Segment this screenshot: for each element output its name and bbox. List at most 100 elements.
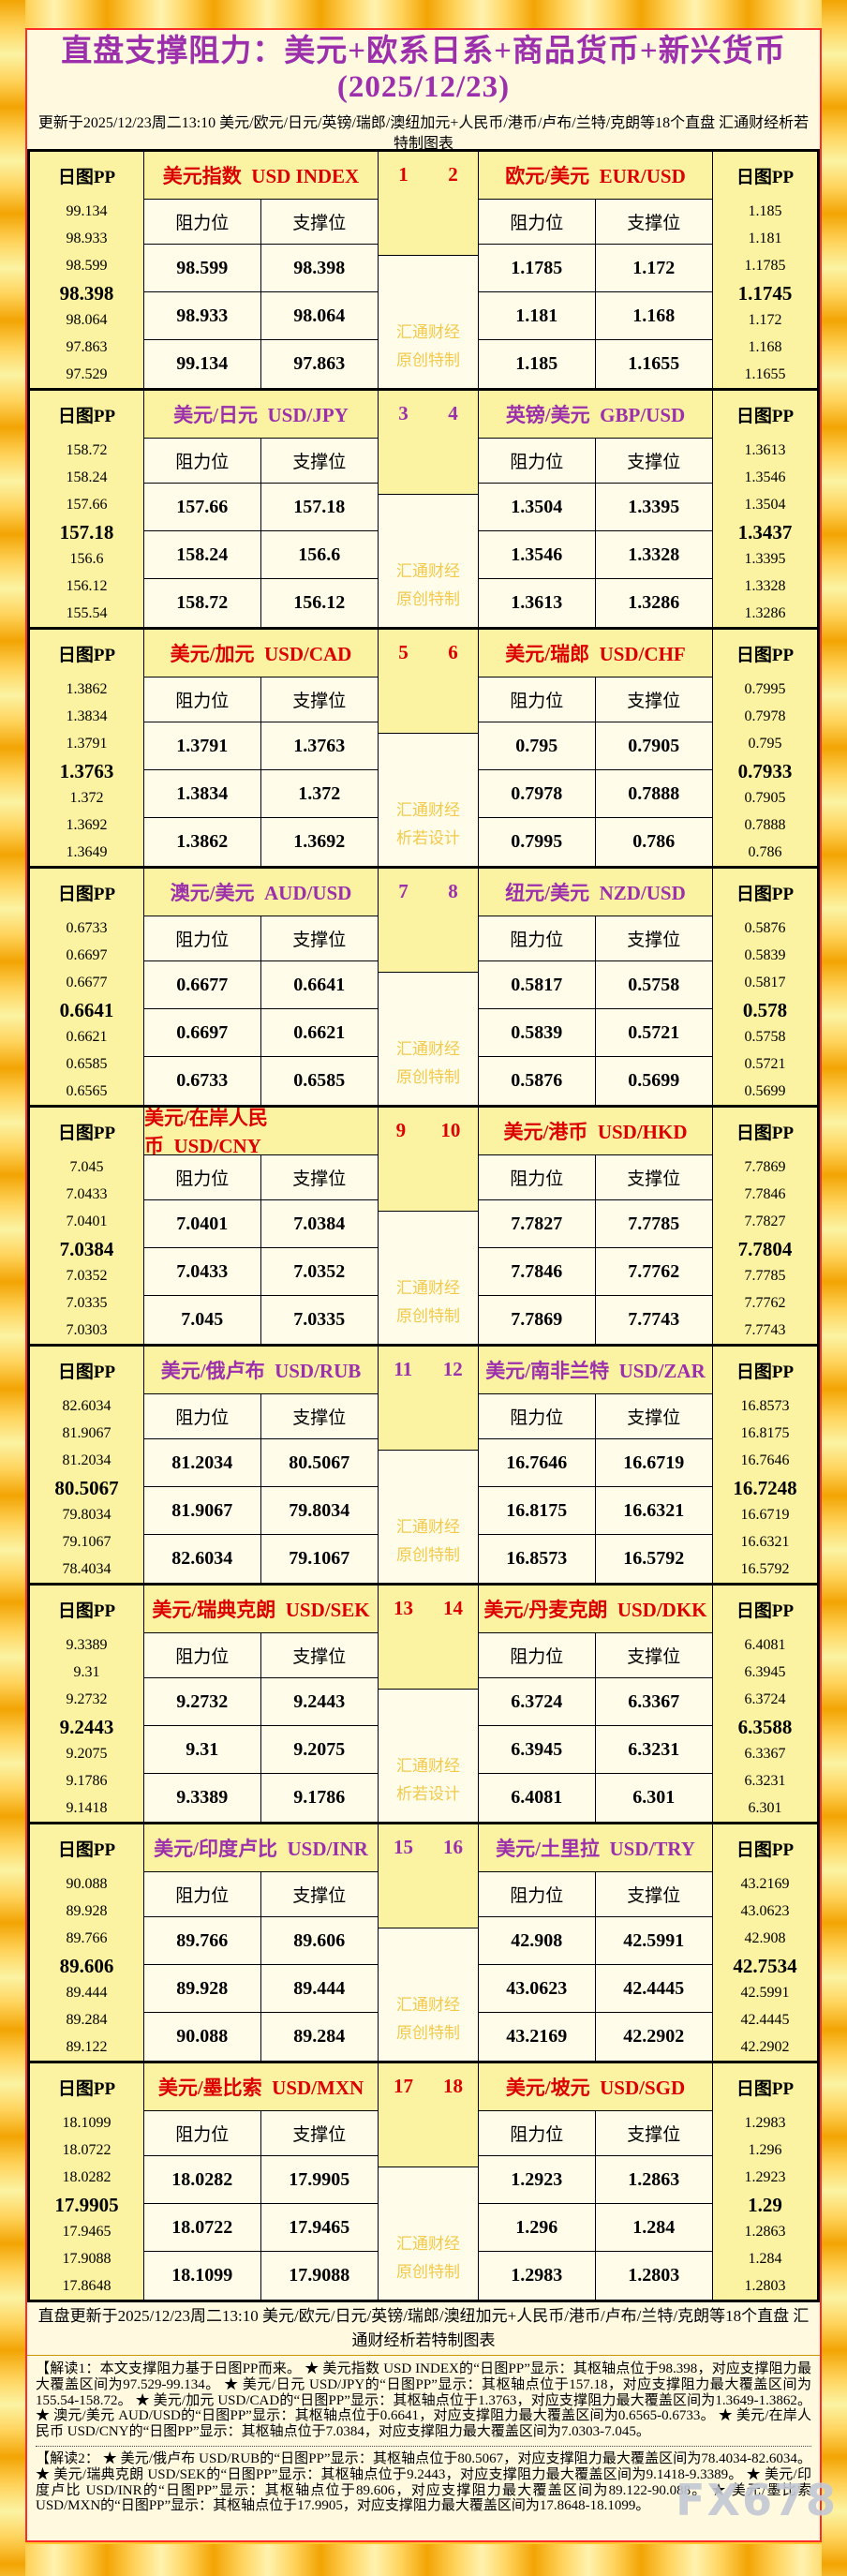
pair-section-usd-dkk: 美元/丹麦克朗 USD/DKK 阻力位 支撑位 6.3724 6.3367 6.3… (479, 1586, 713, 1822)
support-header: 支撑位 (260, 1394, 378, 1439)
pp-value: 43.0623 (740, 1903, 790, 1920)
pp-value: 157.66 (66, 497, 108, 514)
huitong-watermark: 汇通财经 原创特制 (396, 323, 460, 369)
pair-section-usd-try: 美元/土里拉 USD/TRY 阻力位 支撑位 42.908 42.5991 43.… (479, 1824, 713, 2061)
support-value: 7.7785 (595, 1200, 712, 1248)
pair-name: 欧元/美元 EUR/USD (479, 152, 712, 200)
resistance-value: 6.3724 (479, 1678, 596, 1726)
support-value: 1.284 (595, 2204, 712, 2252)
center-column: 9 10 汇通财经 原创特制 (379, 1108, 479, 1344)
pair-numbers: 15 16 (379, 1824, 478, 1928)
support-header: 支撑位 (595, 1872, 712, 1917)
pp-pivot-value: 42.7534 (733, 1954, 797, 1977)
pp-value: 7.0335 (66, 1294, 108, 1311)
panel-header: 直盘支撑阻力：美元+欧系日系+商品货币+新兴货币(2025/12/23) 更新于… (27, 30, 820, 152)
support-value: 89.444 (260, 1965, 378, 2013)
support-header: 支撑位 (595, 1155, 712, 1200)
resistance-value: 0.5839 (479, 1009, 596, 1057)
pp-column-right: 日图PP 43.2169 43.0623 42.908 42.7534 42.5991 4… (713, 1824, 817, 2061)
pair-number-left: 5 (398, 641, 409, 663)
pp-value: 81.2034 (62, 1452, 111, 1469)
pp-value: 16.8175 (740, 1425, 790, 1442)
pair-block-usd-cad: 日图PP 1.3862 1.3834 1.3791 1.3763 1.372 1.3692… (30, 630, 817, 869)
support-value: 16.5792 (623, 1548, 685, 1569)
support-value: 0.7888 (595, 770, 712, 818)
resistance-value: 157.66 (144, 484, 261, 531)
resistance-value: 0.6677 (144, 961, 261, 1009)
pp-header-label: 日图PP (736, 1839, 795, 1860)
note-paragraph-1: 【解读1：本文支撑阻力基于日图PP而来。 ★ 美元指数 USD INDEX的“日… (36, 2361, 811, 2440)
pp-value: 1.296 (748, 2142, 782, 2159)
pp-value: 1.284 (748, 2250, 782, 2267)
pp-pivot-value: 89.606 (59, 1954, 114, 1977)
pp-header-label: 日图PP (736, 884, 795, 904)
pp-value: 78.4034 (62, 1560, 111, 1577)
center-column: 3 4 汇通财经 原创特制 (379, 391, 479, 627)
support-value: 9.2443 (260, 1678, 378, 1726)
resistance-value: 1.3862 (144, 818, 261, 866)
support-value: 9.1786 (293, 1787, 346, 1808)
pp-value: 16.7646 (740, 1452, 790, 1469)
pp-value: 17.9465 (62, 2223, 111, 2240)
resistance-value: 7.0433 (144, 1248, 261, 1296)
pair-numbers: 5 6 (379, 630, 478, 734)
support-value: 89.284 (293, 2026, 346, 2047)
pp-value: 0.7888 (744, 816, 786, 833)
pp-value: 0.6621 (66, 1028, 108, 1045)
pp-value: 1.185 (748, 203, 782, 220)
resistance-value: 158.24 (144, 531, 261, 579)
resistance-value: 18.0722 (144, 2204, 261, 2252)
resistance-header: 阻力位 (479, 1394, 596, 1439)
gold-frame-right (822, 0, 847, 2576)
pair-block-usd-inr: 日图PP 90.088 89.928 89.766 89.606 89.444 89.28… (30, 1824, 817, 2063)
pp-header-label: 日图PP (736, 2078, 795, 2099)
pp-value: 6.3231 (744, 1772, 786, 1789)
resistance-header: 阻力位 (144, 678, 261, 722)
pp-header-label: 日图PP (57, 167, 116, 187)
pair-number-right: 4 (448, 402, 458, 424)
pair-block-aud-usd: 日图PP 0.6733 0.6697 0.6677 0.6641 0.6621 0.658… (30, 869, 817, 1108)
huitong-watermark: 汇通财经 原创特制 (396, 1279, 460, 1325)
support-value: 0.6621 (260, 1009, 378, 1057)
levels-grid: 阻力位 支撑位 1.3791 1.3763 1.3834 1.372 1.3862 … (144, 678, 378, 866)
pair-numbers: 13 14 (379, 1586, 478, 1690)
support-value: 42.2902 (623, 2026, 685, 2047)
pp-value: 7.7743 (744, 1321, 786, 1338)
pp-value: 16.6719 (740, 1506, 790, 1523)
support-value: 98.064 (260, 292, 378, 340)
pp-header-label: 日图PP (736, 1362, 795, 1382)
pair-section-gbp-usd: 英镑/美元 GBP/USD 阻力位 支撑位 1.3504 1.3395 1.354… (479, 391, 713, 627)
support-value: 1.3395 (595, 484, 712, 531)
resistance-value: 98.599 (144, 245, 261, 292)
pair-name: 美元/日元 USD/JPY (144, 391, 378, 439)
pp-header-label: 日图PP (736, 167, 795, 187)
pp-header-label: 日图PP (57, 2078, 116, 2099)
pp-value: 158.72 (66, 442, 108, 459)
support-header: 支撑位 (595, 200, 712, 245)
support-value: 0.6585 (293, 1070, 346, 1091)
huitong-watermark: 汇通财经 原创特制 (396, 562, 460, 608)
pp-value: 155.54 (66, 604, 108, 621)
pp-pivot-value: 0.578 (742, 998, 788, 1021)
pp-value: 17.8648 (62, 2277, 111, 2294)
gold-frame-left (0, 0, 25, 2576)
support-value: 6.3367 (595, 1678, 712, 1726)
pair-name: 美元/墨比索 USD/MXN (144, 2063, 378, 2111)
support-value: 157.18 (260, 484, 378, 531)
resistance-value: 9.31 (144, 1726, 261, 1774)
resistance-value: 1.1785 (479, 245, 596, 292)
pair-section-eur-usd: 欧元/美元 EUR/USD 阻力位 支撑位 1.1785 1.172 1.181 … (479, 152, 713, 388)
pp-value: 98.933 (66, 231, 108, 247)
resistance-header: 阻力位 (479, 439, 596, 484)
pp-pivot-value: 7.0384 (59, 1237, 114, 1260)
support-value: 0.5758 (595, 961, 712, 1009)
pp-value: 98.599 (66, 258, 108, 275)
pp-value: 0.5839 (744, 947, 786, 964)
pair-number-left: 7 (398, 880, 409, 902)
center-column: 15 16 汇通财经 原创特制 (379, 1824, 479, 2061)
pp-column-left: 日图PP 9.3389 9.31 9.2732 9.2443 9.2075 9.1786 9… (30, 1586, 144, 1822)
resistance-value: 7.7869 (479, 1296, 596, 1344)
pp-column-left: 日图PP 82.6034 81.9067 81.2034 80.5067 79.8034… (30, 1347, 144, 1583)
pp-value: 42.908 (744, 1930, 786, 1947)
gold-frame-top (0, 0, 847, 28)
